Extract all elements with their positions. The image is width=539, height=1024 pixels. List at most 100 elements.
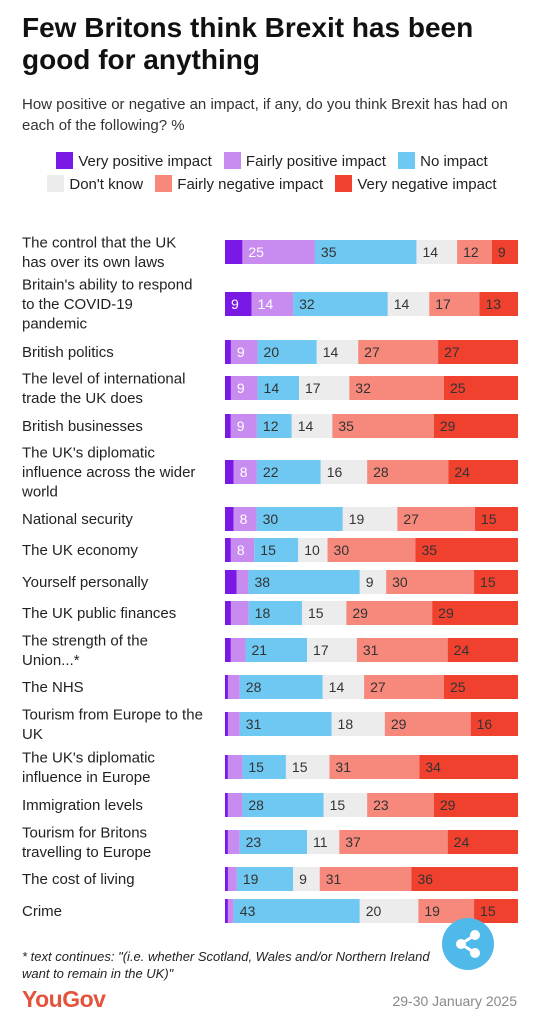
data-label: 32 xyxy=(299,296,315,312)
data-label: 15 xyxy=(480,574,496,590)
bar-segment xyxy=(479,292,518,316)
data-label: 12 xyxy=(263,418,279,434)
data-label: 24 xyxy=(454,834,470,850)
bar-segment xyxy=(358,340,439,364)
bar-segment xyxy=(225,340,231,364)
data-label: 30 xyxy=(263,511,279,527)
data-label: 14 xyxy=(298,418,314,434)
data-label: 35 xyxy=(321,244,337,260)
data-label: 14 xyxy=(329,679,345,695)
bar-segment xyxy=(236,570,249,594)
data-label: 19 xyxy=(243,871,259,887)
data-label: 15 xyxy=(308,605,324,621)
bar-segment xyxy=(364,675,445,699)
bar-segment xyxy=(320,460,368,484)
bar-segment xyxy=(387,292,430,316)
category-label: The cost of living xyxy=(22,871,135,888)
data-label: 20 xyxy=(264,344,280,360)
data-label: 25 xyxy=(450,679,466,695)
bar-segment xyxy=(248,570,360,594)
bar-segment xyxy=(384,712,471,736)
data-label: 12 xyxy=(463,244,479,260)
bar-segment xyxy=(293,292,388,316)
bar-segment xyxy=(230,638,246,662)
data-label: 8 xyxy=(240,464,248,480)
bar-segment xyxy=(327,538,416,562)
legend-label: Fairly positive impact xyxy=(245,153,386,170)
bar-segment xyxy=(245,638,308,662)
bar-segment xyxy=(256,460,321,484)
data-label: 15 xyxy=(330,797,346,813)
bar-segment xyxy=(298,376,350,400)
bar-segment xyxy=(298,538,328,562)
bar-segment xyxy=(293,867,320,891)
data-label: 14 xyxy=(264,380,280,396)
legend-item-dont-know: Don't know xyxy=(47,175,144,193)
bar-segment xyxy=(319,867,412,891)
bar-segment xyxy=(242,793,324,817)
bar-segment xyxy=(225,830,228,854)
bar-segment xyxy=(227,830,240,854)
bar-segment xyxy=(447,638,518,662)
data-label: 8 xyxy=(240,511,248,527)
category-label: The NHS xyxy=(22,679,84,696)
data-label: 31 xyxy=(326,871,342,887)
category-label: Tourism from Europe to the UK xyxy=(22,706,203,743)
bar-segment xyxy=(225,460,234,484)
bar-segment xyxy=(314,240,417,264)
bar-segment xyxy=(397,507,475,531)
footnote: * text continues: "(i.e. whether Scotlan… xyxy=(22,949,430,981)
data-label: 29 xyxy=(391,716,407,732)
legend-item-very-negative: Very negative impact xyxy=(335,175,497,193)
data-label: 31 xyxy=(246,716,262,732)
bar-segment xyxy=(225,899,228,923)
share-icon xyxy=(456,930,480,958)
category-label: The UK economy xyxy=(22,542,138,559)
bar-segment xyxy=(432,601,518,625)
legend: Very positive impact Fairly positive imp… xyxy=(46,150,506,196)
data-label: 27 xyxy=(444,344,460,360)
legend-label: Don't know xyxy=(69,176,144,193)
data-label: 23 xyxy=(246,834,262,850)
data-label: 16 xyxy=(477,716,493,732)
bar-segment xyxy=(225,601,231,625)
bar-segment xyxy=(307,830,340,854)
data-label: 23 xyxy=(373,797,389,813)
data-label: 9 xyxy=(366,574,374,590)
data-label: 14 xyxy=(394,296,410,312)
yougov-logo: YouGov xyxy=(22,986,106,1012)
category-label: Britain's ability to respond to the COVID… xyxy=(22,277,192,333)
data-label: 18 xyxy=(338,716,354,732)
bar-segment xyxy=(225,538,231,562)
category-label: Tourism for Britons travelling to Europe xyxy=(22,824,151,861)
legend-swatch xyxy=(47,175,65,192)
legend-item-fairly-positive: Fairly positive impact xyxy=(223,152,386,170)
bar-segment xyxy=(349,376,445,400)
bar-segment xyxy=(322,675,365,699)
data-label: 29 xyxy=(440,797,456,813)
bar-segment xyxy=(346,601,433,625)
bar-segment xyxy=(415,538,518,562)
bar-segment xyxy=(251,292,294,316)
data-label: 24 xyxy=(454,642,470,658)
bar-segment xyxy=(257,376,299,400)
bar-segment xyxy=(323,793,368,817)
bar-segment xyxy=(225,507,234,531)
bar-segment xyxy=(285,755,330,779)
bar-segment xyxy=(316,340,359,364)
bar-segment xyxy=(433,793,518,817)
data-label: 29 xyxy=(440,418,456,434)
bar-segment xyxy=(433,414,518,438)
data-label: 19 xyxy=(349,511,365,527)
data-label: 31 xyxy=(363,642,379,658)
bar-segment xyxy=(457,240,492,264)
bar-segment xyxy=(230,340,258,364)
bar-segment xyxy=(470,712,518,736)
legend-swatch xyxy=(223,152,241,169)
category-label: Yourself personally xyxy=(22,574,149,591)
bar-segment xyxy=(491,240,518,264)
bar-segment xyxy=(447,830,518,854)
bar-segment xyxy=(233,460,257,484)
bar-segment xyxy=(359,570,387,594)
share-button[interactable] xyxy=(442,918,494,970)
